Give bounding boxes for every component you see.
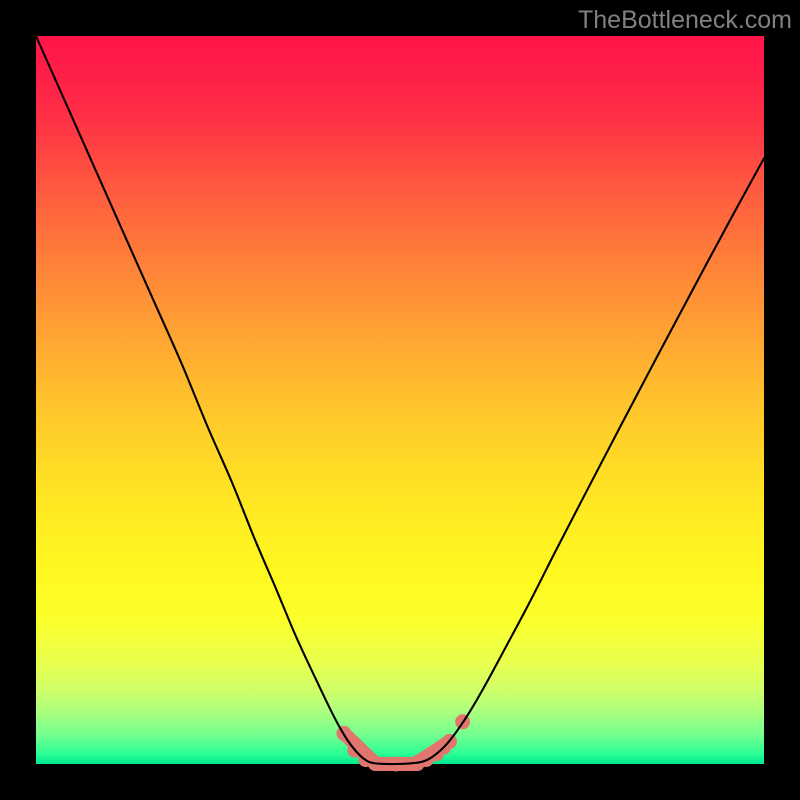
chart-frame: TheBottleneck.com: [0, 0, 800, 800]
watermark-text: TheBottleneck.com: [578, 6, 792, 35]
curve-layer: [36, 36, 764, 764]
bottleneck-curve: [36, 36, 764, 764]
plot-area: [36, 36, 764, 764]
